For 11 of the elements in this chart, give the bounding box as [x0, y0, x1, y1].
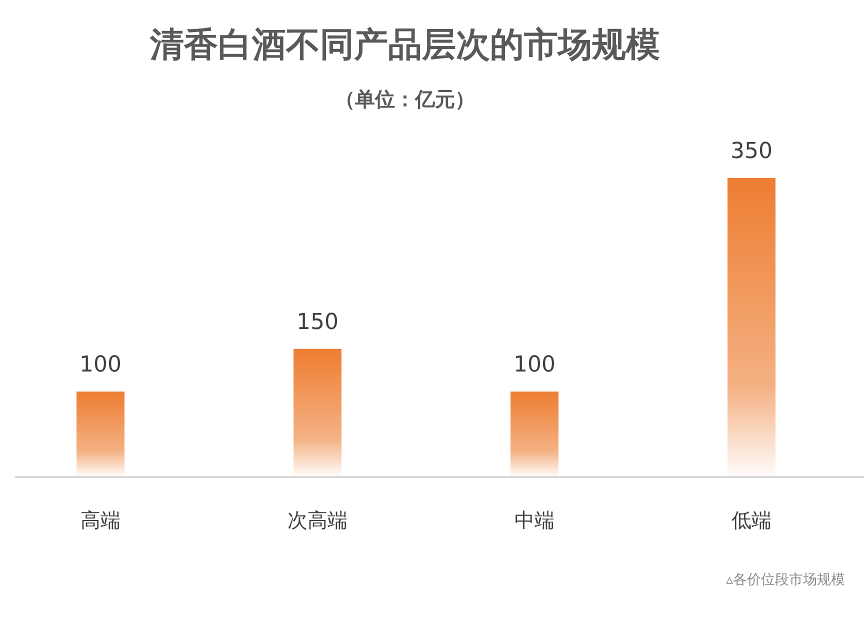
chart-subtitle: （单位：亿元） [335, 87, 475, 111]
x-tick-label: 中端 [514, 508, 554, 532]
data-label: 150 [296, 310, 338, 335]
text: ▵各价位段市场规模 [726, 572, 845, 588]
x-tick-label: 高端 [80, 508, 120, 532]
data-label: 350 [730, 139, 772, 164]
chart-title: 清香白酒不同产品层次的市场规模 [149, 25, 660, 65]
data-label: 100 [514, 352, 556, 378]
x-tick-label: 次高端 [288, 508, 348, 532]
x-tick-label: 低端 [732, 508, 772, 532]
data-label: 100 [80, 352, 122, 378]
